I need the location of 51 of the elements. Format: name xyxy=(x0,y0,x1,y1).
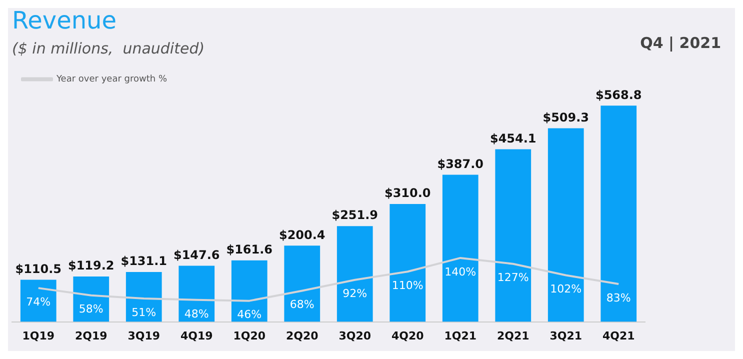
data-label: $161.6 xyxy=(226,242,273,257)
data-label: 46% xyxy=(237,308,262,322)
bar xyxy=(284,246,320,322)
chart-subtitle: ($ in millions, unaudited) xyxy=(12,40,205,58)
x-tick-label: 1Q21 xyxy=(444,329,477,342)
data-label: 140% xyxy=(444,265,476,278)
chart-title: Revenue xyxy=(12,6,117,35)
x-tick-label: 1Q20 xyxy=(233,329,266,342)
data-label: 92% xyxy=(342,287,368,300)
data-label: 102% xyxy=(550,282,582,296)
bar xyxy=(442,174,478,322)
data-label: $387.0 xyxy=(437,156,484,171)
data-label: $119.2 xyxy=(68,258,114,273)
data-label: 58% xyxy=(78,302,104,316)
bar xyxy=(390,204,426,322)
data-label: $310.0 xyxy=(384,186,431,200)
x-tick-label: 4Q21 xyxy=(602,329,635,342)
bar xyxy=(178,266,215,322)
x-tick-label: 2Q20 xyxy=(286,329,319,342)
data-label: $454.1 xyxy=(490,131,536,146)
bar xyxy=(231,260,268,322)
x-tick-label: 3Q21 xyxy=(550,329,582,342)
data-label: 127% xyxy=(497,271,529,284)
bar xyxy=(600,106,637,322)
data-label: $200.4 xyxy=(278,228,326,242)
bar xyxy=(336,226,373,322)
bar xyxy=(126,272,162,322)
x-tick-label: 2Q21 xyxy=(496,329,530,342)
data-label: 51% xyxy=(132,306,156,319)
bar xyxy=(548,128,584,322)
text: Q4 | 2021 xyxy=(640,34,721,52)
data-label: $131.1 xyxy=(120,254,168,268)
data-label: $568.8 xyxy=(595,88,642,102)
data-label: 68% xyxy=(290,298,314,312)
data-label: 83% xyxy=(606,291,631,304)
bar xyxy=(20,280,56,322)
bar xyxy=(495,149,532,322)
x-tick-label: 1Q19 xyxy=(22,329,55,342)
x-tick-label: 3Q20 xyxy=(338,329,372,342)
data-label: $110.5 xyxy=(15,262,62,276)
data-label: 74% xyxy=(26,295,51,308)
data-label: 110% xyxy=(392,279,424,292)
x-tick-label: 4Q19 xyxy=(180,329,213,342)
data-label: $251.9 xyxy=(332,208,378,222)
x-tick-label: 4Q20 xyxy=(391,329,424,342)
x-tick-label: 3Q19 xyxy=(128,329,160,342)
data-label: 48% xyxy=(184,307,209,320)
data-label: $509.3 xyxy=(542,110,590,124)
x-tick-label: 2Q19 xyxy=(74,329,108,342)
data-label: $147.6 xyxy=(173,248,220,262)
legend-label: Year over year growth % xyxy=(56,74,168,85)
